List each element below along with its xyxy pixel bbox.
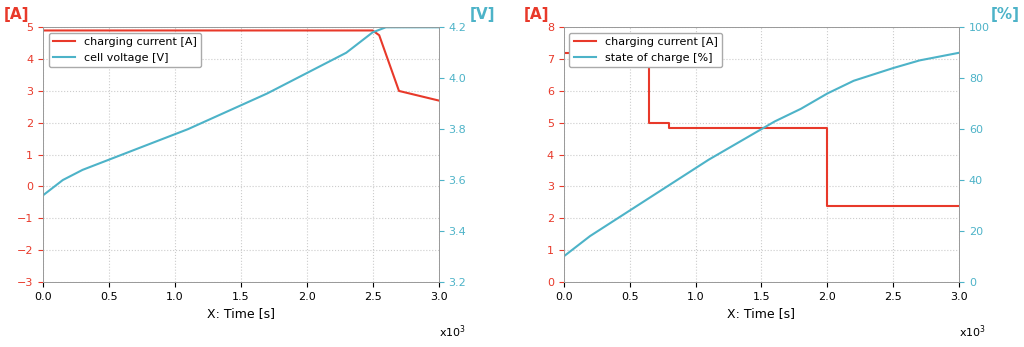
Text: [A]: [A] xyxy=(3,7,29,22)
Line: charging current [A]: charging current [A] xyxy=(563,53,959,205)
cell voltage [V] xyxy=(182,127,195,131)
state of charge [%] xyxy=(702,158,715,162)
Text: x10$^3$: x10$^3$ xyxy=(438,323,466,340)
cell voltage [V] xyxy=(380,25,392,29)
charging current [A] xyxy=(953,203,966,208)
cell voltage [V] xyxy=(432,25,444,29)
Legend: charging current [A], cell voltage [V]: charging current [A], cell voltage [V] xyxy=(48,33,202,67)
state of charge [%] xyxy=(913,58,926,62)
state of charge [%] xyxy=(624,209,636,213)
state of charge [%] xyxy=(821,91,834,95)
cell voltage [V] xyxy=(407,25,419,29)
charging current [A] xyxy=(663,121,675,125)
cell voltage [V] xyxy=(301,71,313,75)
charging current [A] xyxy=(432,99,444,103)
Text: [V]: [V] xyxy=(470,7,496,22)
charging current [A] xyxy=(393,89,406,93)
charging current [A] xyxy=(821,126,834,130)
cell voltage [V] xyxy=(37,193,49,197)
charging current [A] xyxy=(557,51,569,55)
cell voltage [V] xyxy=(142,142,155,146)
state of charge [%] xyxy=(557,254,569,259)
state of charge [%] xyxy=(584,234,596,238)
cell voltage [V] xyxy=(77,168,89,172)
cell voltage [V] xyxy=(221,109,233,113)
Line: cell voltage [V]: cell voltage [V] xyxy=(43,27,438,195)
Text: [%]: [%] xyxy=(991,7,1020,22)
charging current [A] xyxy=(643,121,655,125)
state of charge [%] xyxy=(887,66,899,70)
cell voltage [V] xyxy=(261,91,273,95)
charging current [A] xyxy=(37,28,49,33)
state of charge [%] xyxy=(795,107,807,111)
Line: charging current [A]: charging current [A] xyxy=(43,31,438,101)
charging current [A] xyxy=(663,126,675,130)
state of charge [%] xyxy=(953,51,966,55)
Text: [A]: [A] xyxy=(524,7,550,22)
Text: x10$^3$: x10$^3$ xyxy=(959,323,986,340)
charging current [A] xyxy=(373,33,385,37)
cell voltage [V] xyxy=(56,178,69,182)
charging current [A] xyxy=(643,51,655,55)
charging current [A] xyxy=(367,28,379,33)
cell voltage [V] xyxy=(340,51,352,55)
state of charge [%] xyxy=(768,119,780,124)
Legend: charging current [A], state of charge [%]: charging current [A], state of charge [%… xyxy=(569,33,722,67)
charging current [A] xyxy=(821,203,834,208)
cell voltage [V] xyxy=(393,25,406,29)
cell voltage [V] xyxy=(43,188,55,192)
X-axis label: X: Time [s]: X: Time [s] xyxy=(727,307,796,320)
charging current [A] xyxy=(38,28,50,33)
X-axis label: X: Time [s]: X: Time [s] xyxy=(207,307,274,320)
state of charge [%] xyxy=(848,79,860,83)
state of charge [%] xyxy=(663,183,675,187)
cell voltage [V] xyxy=(367,30,379,34)
state of charge [%] xyxy=(742,135,755,139)
cell voltage [V] xyxy=(102,158,115,162)
Line: state of charge [%]: state of charge [%] xyxy=(563,53,959,256)
